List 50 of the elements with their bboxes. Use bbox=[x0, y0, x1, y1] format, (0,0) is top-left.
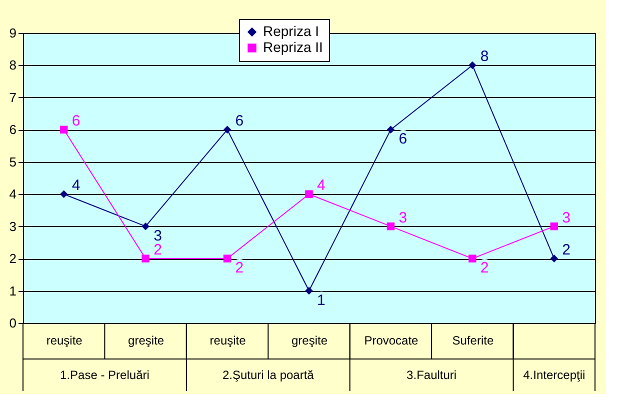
y-tick-label: 4 bbox=[9, 186, 16, 202]
y-tick-label: 2 bbox=[9, 251, 16, 266]
point bbox=[468, 61, 476, 70]
y-tick-label: 5 bbox=[9, 154, 16, 170]
point bbox=[223, 254, 232, 262]
data-label: 3 bbox=[562, 209, 570, 226]
point bbox=[386, 222, 395, 230]
x-tick-label: reuşite bbox=[46, 334, 83, 348]
text: 3.Faulturi bbox=[406, 368, 457, 382]
text: 4.Intercepţii bbox=[523, 368, 586, 382]
legend-label: Repriza II bbox=[263, 39, 323, 55]
data-label: 6 bbox=[72, 112, 80, 130]
data-label: 1 bbox=[317, 292, 326, 309]
point bbox=[305, 286, 313, 295]
y-tick-label: 3 bbox=[9, 218, 16, 234]
data-label: 2 bbox=[562, 242, 570, 259]
y-tick-label: 8 bbox=[9, 58, 16, 73]
y-tick-label: 1 bbox=[9, 283, 16, 298]
legend-label: Repriza I bbox=[263, 23, 320, 39]
data-label: 3 bbox=[398, 209, 408, 226]
data-label: 6 bbox=[235, 112, 244, 130]
point bbox=[142, 254, 150, 262]
point bbox=[142, 222, 150, 230]
point bbox=[223, 126, 232, 134]
data-label: 8 bbox=[480, 48, 489, 66]
data-label: 2 bbox=[480, 260, 489, 277]
y-tick-label: 7 bbox=[9, 90, 16, 105]
data-label: 6 bbox=[398, 130, 408, 148]
point bbox=[550, 254, 558, 262]
point bbox=[386, 126, 395, 134]
point bbox=[305, 190, 313, 198]
data-label: 2 bbox=[235, 260, 244, 277]
x-tick-label: Provocate bbox=[364, 334, 419, 348]
x-tick-label: greşite bbox=[128, 334, 164, 348]
text: 1.Pase - Preluări bbox=[60, 368, 150, 382]
data-label: 4 bbox=[72, 177, 80, 194]
point bbox=[60, 190, 68, 198]
point bbox=[60, 126, 68, 134]
text: 2.Şuturi la poartă bbox=[222, 368, 314, 382]
x-tick-label: reuşite bbox=[210, 334, 246, 348]
x-tick-label: Suferite bbox=[452, 334, 494, 348]
point bbox=[468, 254, 476, 262]
y-tick-label: 9 bbox=[9, 26, 16, 40]
data-label: 2 bbox=[154, 242, 162, 259]
y-tick-label: 6 bbox=[9, 122, 16, 138]
data-label: 3 bbox=[154, 227, 162, 244]
point bbox=[550, 222, 558, 230]
y-tick-label: 0 bbox=[9, 316, 16, 330]
x-tick-label: greşite bbox=[291, 334, 328, 348]
data-label: 4 bbox=[317, 177, 326, 194]
